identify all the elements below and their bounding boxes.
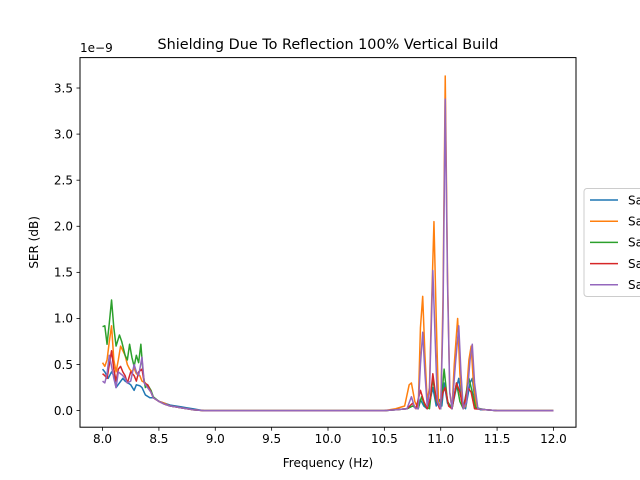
y-tick-label: 1.5 xyxy=(54,266,73,280)
x-tick-label: 11.5 xyxy=(484,432,511,446)
x-tick-label: 12.0 xyxy=(540,432,567,446)
series-line-5 xyxy=(102,98,554,412)
series-line-2 xyxy=(101,75,554,412)
y-tick-label: 0.0 xyxy=(54,404,73,418)
x-tick-label: 9.5 xyxy=(262,432,281,446)
x-tick-label: 11.0 xyxy=(427,432,454,446)
x-axis-label: Frequency (Hz) xyxy=(283,456,374,470)
y-tick-label: 0.5 xyxy=(54,358,73,372)
x-tick-label: 10.0 xyxy=(315,432,342,446)
legend-label-3: Sa xyxy=(628,236,640,250)
legend-label-1: Sa xyxy=(628,193,640,207)
legend: Sa Sa Sa Sa Sa xyxy=(583,188,640,297)
x-tick-label: 8.0 xyxy=(93,432,112,446)
legend-label-2: Sa xyxy=(628,215,640,229)
x-tick-label: 8.5 xyxy=(149,432,168,446)
y-axis-ticks: 0.0 0.5 1.0 1.5 2.0 2.5 3.0 3.5 xyxy=(54,81,80,418)
series-lines xyxy=(101,75,554,412)
y-scale-offset-label: 1e−9 xyxy=(80,41,113,55)
x-tick-label: 10.5 xyxy=(371,432,398,446)
y-tick-label: 1.0 xyxy=(54,312,73,326)
plot-area xyxy=(80,57,576,428)
y-tick-label: 3.5 xyxy=(54,81,73,95)
y-axis-label: SER (dB) xyxy=(27,216,41,269)
y-tick-label: 2.5 xyxy=(54,173,73,187)
chart-title: Shielding Due To Reflection 100% Vertica… xyxy=(158,37,499,53)
x-tick-label: 9.0 xyxy=(206,432,225,446)
legend-label-4: Sa xyxy=(628,257,640,271)
legend-label-5: Sa xyxy=(628,278,640,292)
y-tick-label: 3.0 xyxy=(54,127,73,141)
x-axis-ticks: 8.0 8.5 9.0 9.5 10.0 10.5 11.0 11.5 12.0 xyxy=(93,427,567,446)
y-tick-label: 2.0 xyxy=(54,220,73,234)
